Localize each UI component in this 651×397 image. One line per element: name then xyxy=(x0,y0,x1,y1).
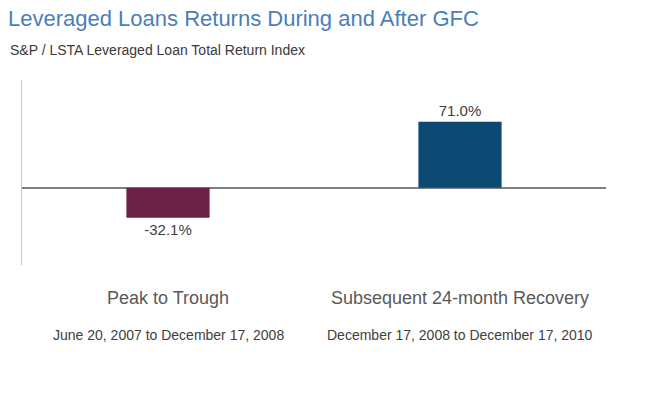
svg-text:June 20, 2007 to December 17,: June 20, 2007 to December 17, 2008 xyxy=(53,327,284,343)
svg-text:71.0%: 71.0% xyxy=(439,102,482,119)
svg-text:-32.1%: -32.1% xyxy=(144,221,192,238)
svg-text:December 17, 2008 to December: December 17, 2008 to December 17, 2010 xyxy=(327,327,593,343)
svg-text:Subsequent 24-month Recovery: Subsequent 24-month Recovery xyxy=(331,288,589,308)
svg-text:S&P / LSTA Leveraged Loan Tota: S&P / LSTA Leveraged Loan Total Return I… xyxy=(10,42,305,58)
svg-text:Peak to Trough: Peak to Trough xyxy=(107,288,229,308)
svg-text:Leveraged Loans Returns During: Leveraged Loans Returns During and After… xyxy=(8,6,479,31)
